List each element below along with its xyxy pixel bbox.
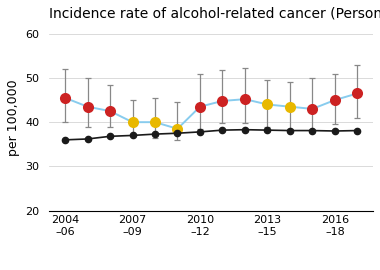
Y-axis label: per 100,000: per 100,000 — [7, 79, 20, 156]
Text: Incidence rate of alcohol-related cancer (Persons): Incidence rate of alcohol-related cancer… — [49, 7, 380, 21]
